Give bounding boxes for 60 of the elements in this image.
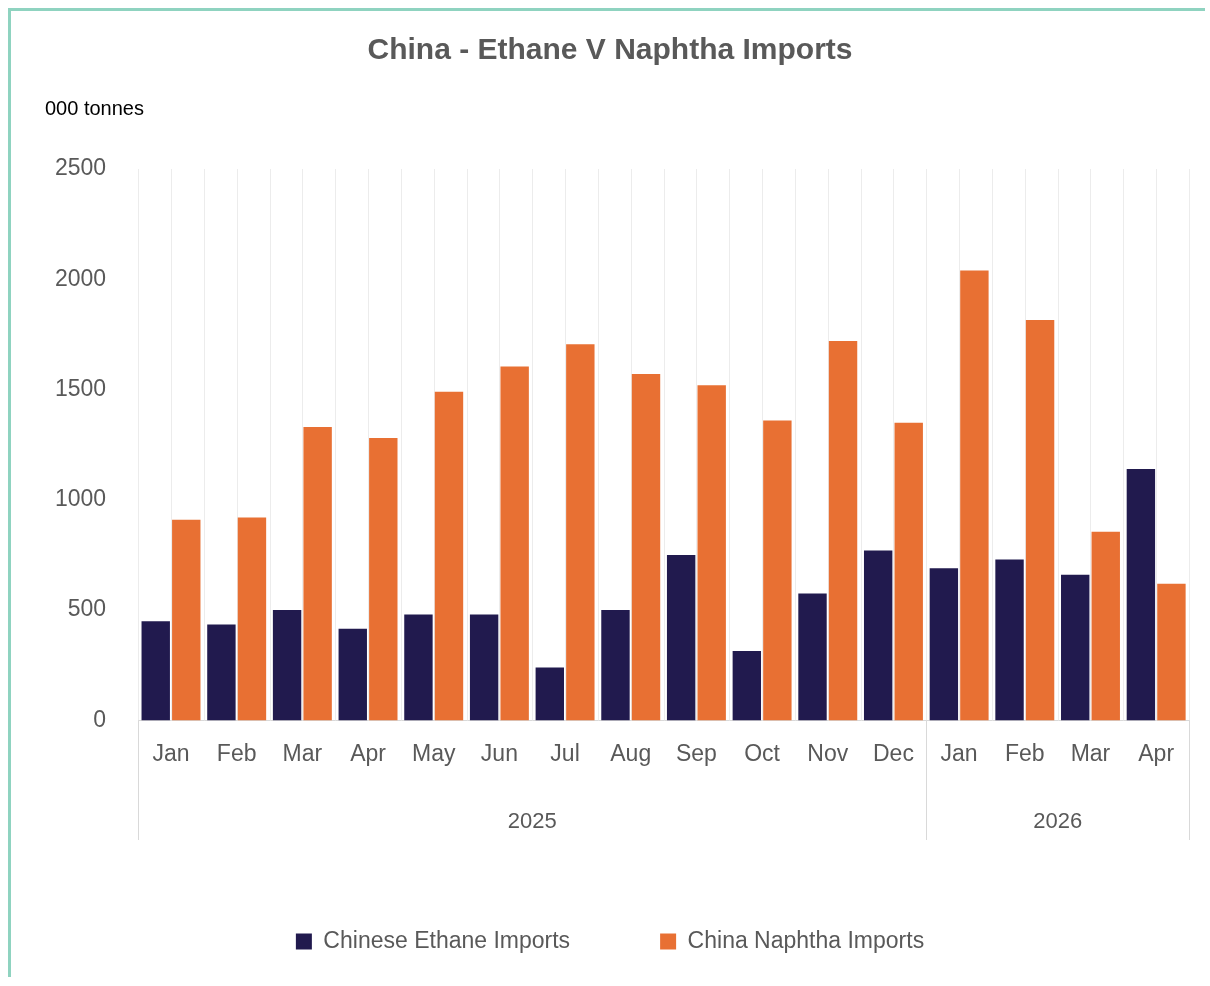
bar xyxy=(666,554,696,721)
bar xyxy=(535,667,564,721)
x-tick-label: Oct xyxy=(744,739,781,766)
bar xyxy=(1157,583,1186,721)
bar xyxy=(798,593,827,721)
bar xyxy=(469,614,499,721)
bar xyxy=(404,614,433,721)
x-tick-label: Apr xyxy=(1138,739,1175,766)
x-tick-label: Nov xyxy=(807,739,849,766)
bar xyxy=(732,650,762,721)
bar xyxy=(1061,574,1090,721)
bar xyxy=(763,420,792,721)
x-tick-label: Jul xyxy=(550,739,580,766)
bar xyxy=(500,366,529,721)
bar xyxy=(601,610,630,721)
bar xyxy=(1091,531,1120,721)
bar xyxy=(172,519,201,721)
bar xyxy=(863,550,893,721)
x-tick-label: Jan xyxy=(940,739,978,766)
y-tick-label: 1500 xyxy=(54,374,107,401)
legend-label: Chinese Ethane Imports xyxy=(323,926,571,953)
bar xyxy=(303,427,332,721)
x-tick-label: Jun xyxy=(480,739,518,766)
bar xyxy=(828,341,858,721)
y-tick-label: 2500 xyxy=(54,154,107,181)
bar xyxy=(369,438,398,721)
x-tick-label: May xyxy=(411,739,456,766)
y-axis-title: 000 tonnes xyxy=(45,96,144,119)
bar xyxy=(697,385,726,721)
x-tick-label: Mar xyxy=(1070,739,1111,766)
bar xyxy=(1126,468,1156,721)
bar xyxy=(338,628,367,721)
bar xyxy=(207,624,236,721)
text: 2025 xyxy=(507,808,557,834)
bar xyxy=(929,568,959,721)
x-tick-label: Dec xyxy=(873,739,914,766)
y-tick-label: 1000 xyxy=(54,485,107,512)
x-tick-label: Mar xyxy=(282,739,323,766)
bar xyxy=(434,391,464,721)
bar xyxy=(1025,320,1055,721)
bar xyxy=(237,517,267,721)
text: 2026 xyxy=(1033,808,1083,834)
chart-title: China - Ethane V Naphtha Imports xyxy=(367,32,853,66)
y-tick-label: 2000 xyxy=(54,264,107,291)
y-tick-label: 500 xyxy=(67,595,107,622)
bar xyxy=(272,610,302,721)
x-tick-label: Sep xyxy=(675,739,717,766)
bar xyxy=(894,422,923,721)
bar xyxy=(631,374,661,721)
bar xyxy=(141,621,170,721)
x-tick-label: Feb xyxy=(216,739,257,766)
bar xyxy=(960,270,989,721)
y-tick-label: 0 xyxy=(93,705,107,732)
x-tick-label: Aug xyxy=(610,739,652,766)
bar xyxy=(566,344,595,721)
x-tick-label: Feb xyxy=(1004,739,1045,766)
bar xyxy=(995,559,1024,721)
x-tick-label: Jan xyxy=(152,739,190,766)
x-tick-label: Apr xyxy=(350,739,387,766)
legend-label: China Naphtha Imports xyxy=(687,926,925,953)
